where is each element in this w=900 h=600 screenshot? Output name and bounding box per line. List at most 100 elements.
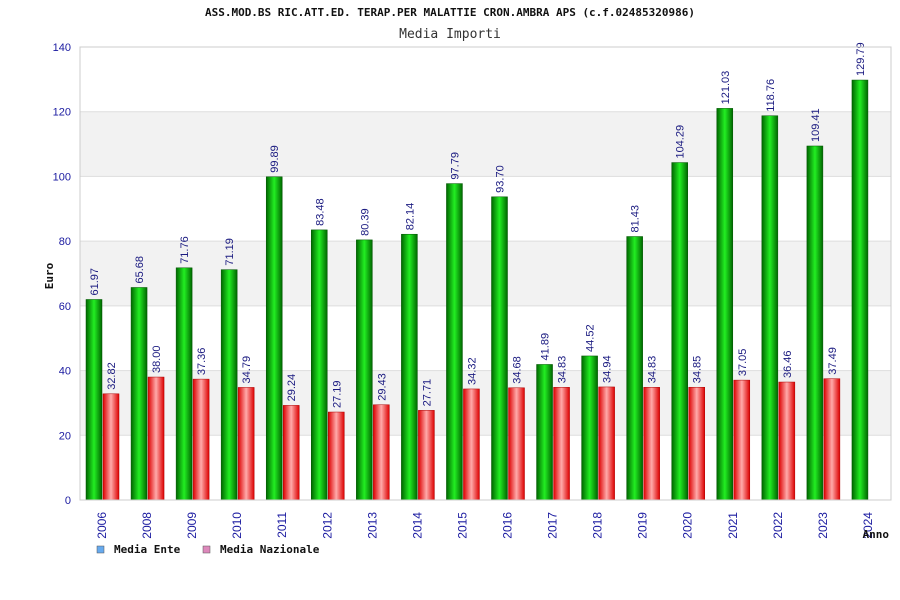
- data-label-media-ente: 99.89: [269, 145, 281, 173]
- x-tick-label: 2022: [771, 512, 785, 539]
- bar-media-ente: [446, 183, 463, 501]
- data-label-media-ente: 65.68: [134, 256, 146, 284]
- y-tick-label: 100: [53, 171, 71, 183]
- bar-media-nazionale: [733, 379, 751, 501]
- data-label-media-ente: 61.97: [89, 268, 101, 296]
- bar-media-ente: [851, 79, 869, 501]
- bar-media-nazionale: [237, 387, 255, 501]
- bar-media-ente: [761, 115, 779, 501]
- x-tick-label: 2017: [546, 512, 560, 539]
- x-tick-label: 2021: [726, 512, 740, 539]
- data-label-media-nazionale: 34.94: [602, 355, 614, 383]
- data-label-media-ente: 83.48: [314, 198, 326, 226]
- data-label-media-nazionale: 34.85: [692, 356, 704, 384]
- grid-band: [80, 370, 891, 436]
- bar-media-ente: [671, 162, 688, 501]
- bar-media-ente: [356, 239, 373, 501]
- grid-bands: [80, 111, 891, 436]
- x-tick-label: 2008: [140, 512, 154, 539]
- bar-media-ente: [311, 229, 328, 501]
- y-tick-label: 0: [65, 495, 71, 507]
- bar-media-ente: [220, 269, 238, 501]
- x-tick-label: 2012: [320, 512, 334, 539]
- legend-swatch-media-ente: [96, 545, 105, 554]
- bar-media-nazionale: [373, 404, 390, 501]
- data-label-media-ente: 82.14: [404, 203, 416, 231]
- data-label-media-nazionale: 27.19: [331, 380, 343, 408]
- legend-label-media-nazionale: Media Nazionale: [220, 543, 320, 556]
- grid-band: [80, 111, 891, 177]
- bar-media-nazionale: [643, 387, 660, 501]
- y-tick-label: 40: [59, 366, 71, 378]
- data-label-media-nazionale: 36.46: [782, 350, 794, 378]
- y-tick-label: 120: [53, 107, 71, 119]
- bar-media-nazionale: [463, 388, 480, 501]
- chart-subtitle: Media Importi: [399, 27, 501, 42]
- data-labels: 61.97 32.82 65.68 38.00 71.76 37.36 71.19 34.79…: [89, 42, 867, 408]
- x-axis-label: Anno: [863, 528, 890, 541]
- data-label-media-nazionale: 38.00: [151, 346, 163, 374]
- x-tick-label: 2019: [636, 512, 650, 539]
- y-tick-label: 80: [59, 236, 71, 248]
- bar-media-ente: [626, 236, 643, 501]
- bar-media-nazionale: [147, 376, 165, 501]
- chart-title: ASS.MOD.BS RIC.ATT.ED. TERAP.PER MALATTI…: [205, 6, 695, 19]
- bar-media-ente: [401, 233, 418, 501]
- data-label-media-ente: 109.41: [810, 108, 822, 142]
- bar-media-ente: [536, 364, 553, 501]
- data-label-media-nazionale: 29.24: [286, 374, 298, 402]
- bar-media-nazionale: [418, 410, 435, 501]
- bar-media-ente: [85, 299, 103, 501]
- bar-media-nazionale: [778, 381, 796, 501]
- bar-media-nazionale: [102, 393, 120, 501]
- x-tick-label: 2014: [410, 512, 424, 539]
- grid-band: [80, 241, 891, 306]
- data-label-media-ente: 104.29: [675, 125, 687, 159]
- bar-media-nazionale: [328, 411, 345, 501]
- data-label-media-nazionale: 37.05: [737, 349, 749, 377]
- data-label-media-ente: 80.39: [359, 208, 371, 236]
- x-tick-label: 2010: [230, 512, 244, 539]
- bar-media-nazionale: [598, 386, 615, 501]
- bar-media-ente: [806, 145, 824, 501]
- legend: Media Ente Media Nazionale: [96, 543, 320, 556]
- data-label-media-ente: 81.43: [630, 205, 642, 233]
- bars: [85, 79, 869, 501]
- y-axis-ticks: 0 20 40 60 80 100 120 140: [53, 42, 71, 507]
- y-axis-label: Euro: [43, 262, 56, 289]
- data-label-media-ente: 121.03: [720, 71, 732, 105]
- bar-media-nazionale: [823, 378, 841, 501]
- data-label-media-nazionale: 34.79: [241, 356, 253, 384]
- data-label-media-ente: 93.70: [495, 165, 507, 193]
- data-label-media-nazionale: 37.49: [827, 347, 839, 375]
- data-label-media-ente: 129.79: [855, 42, 867, 76]
- legend-swatch-media-nazionale: [202, 545, 211, 554]
- x-axis-ticks: 2006 2008 2009 2010 2011 2012 2013 2014 2015 2016…: [95, 512, 875, 539]
- data-label-media-ente: 71.19: [224, 238, 236, 266]
- data-label-media-ente: 44.52: [585, 324, 597, 352]
- bar-media-ente: [265, 176, 283, 501]
- y-tick-label: 60: [59, 301, 71, 313]
- data-label-media-nazionale: 34.68: [512, 356, 524, 384]
- data-label-media-ente: 41.89: [540, 333, 552, 361]
- legend-label-media-ente: Media Ente: [114, 543, 181, 556]
- x-tick-label: 2011: [275, 512, 289, 538]
- data-label-media-nazionale: 29.43: [376, 373, 388, 401]
- data-label-media-nazionale: 34.83: [557, 356, 569, 384]
- y-tick-label: 140: [53, 42, 71, 54]
- x-tick-label: 2023: [816, 512, 830, 539]
- bar-media-nazionale: [282, 405, 300, 501]
- bar-media-ente: [130, 287, 148, 501]
- x-tick-label: 2009: [185, 512, 199, 539]
- data-label-media-nazionale: 34.32: [466, 357, 478, 385]
- bar-media-nazionale: [192, 378, 210, 501]
- x-tick-label: 2013: [365, 512, 379, 539]
- bar-media-nazionale: [553, 387, 570, 501]
- data-label-media-nazionale: 37.36: [196, 348, 208, 376]
- x-tick-label: 2016: [501, 512, 515, 539]
- x-tick-label: 2018: [591, 512, 605, 539]
- data-label-media-nazionale: 32.82: [106, 362, 118, 390]
- bar-media-nazionale: [688, 386, 705, 501]
- x-tick-label: 2020: [681, 512, 695, 539]
